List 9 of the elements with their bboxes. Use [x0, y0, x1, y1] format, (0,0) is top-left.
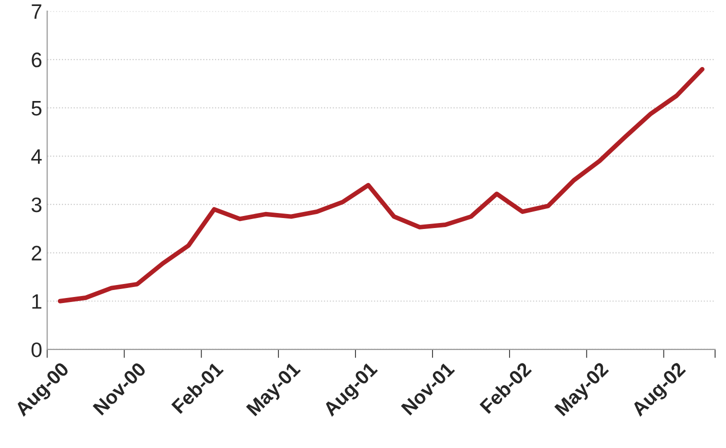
y-tick-label: 5	[32, 101, 42, 116]
y-tick-label: 4	[31, 149, 42, 164]
y-tick-label: 1	[32, 294, 42, 309]
y-tick-label: 7	[32, 4, 42, 19]
y-tick-label: 0	[32, 342, 42, 358]
y-tick-label: 3	[32, 197, 42, 212]
y-tick-label: 2	[32, 246, 42, 260]
y-tick-label: 6	[32, 52, 42, 68]
line-series	[58, 66, 704, 304]
